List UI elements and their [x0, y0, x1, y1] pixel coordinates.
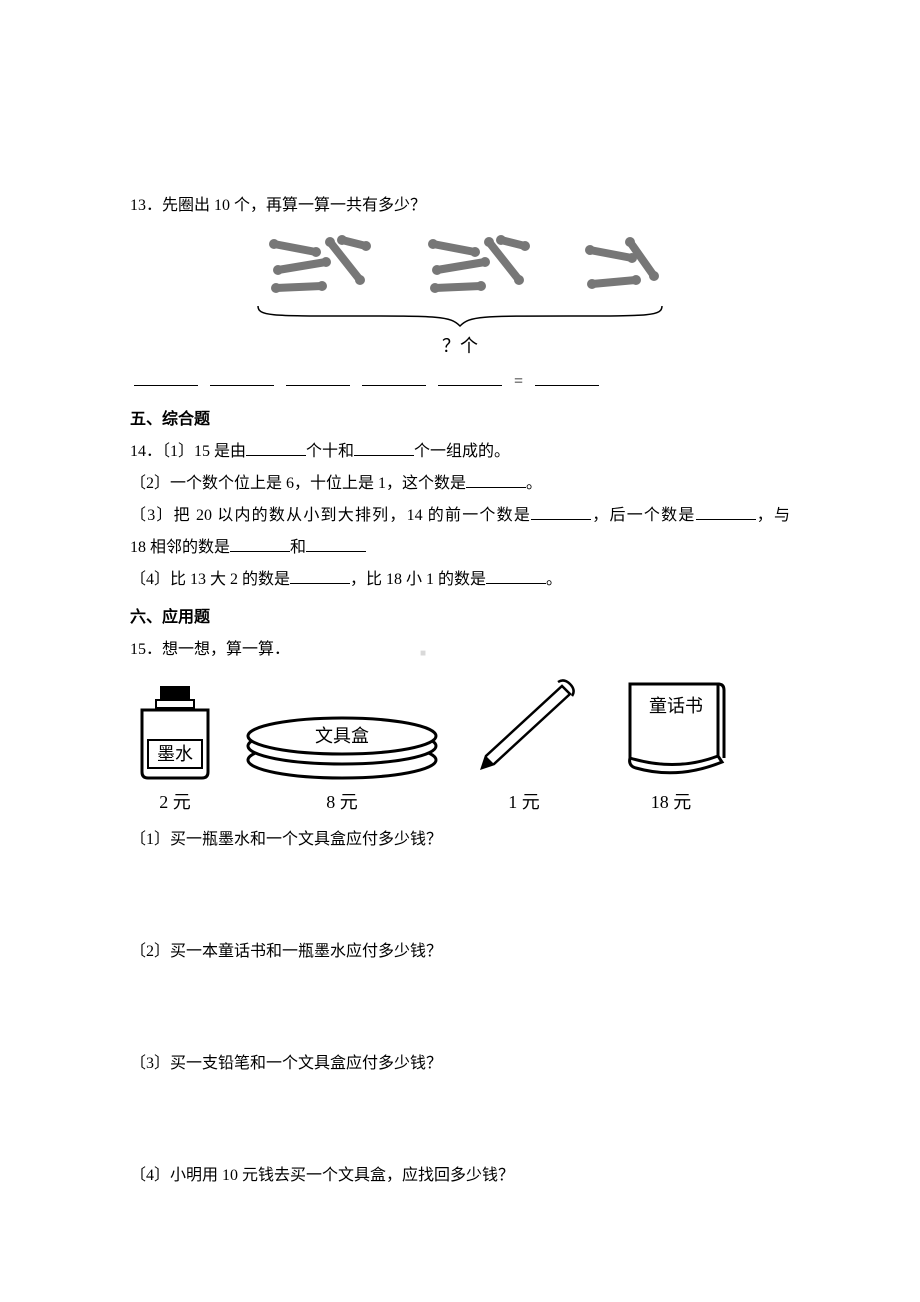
bracket-row — [250, 302, 670, 330]
ink-item: 墨水 2 元 — [130, 682, 220, 820]
q14-p2: 〔2〕一个数个位上是 6，十位上是 1，这个数是 。 — [130, 468, 790, 500]
q13-text: 先圈出 10 个，再算一算一共有多少？ — [162, 197, 426, 214]
q13-blank-5[interactable] — [438, 369, 502, 386]
case-label-text: 文具盒 — [315, 726, 369, 746]
q15-sub4: 〔4〕小明用 10 元钱去买一个文具盒，应找回多少钱？ — [130, 1160, 790, 1192]
book-price: 18 元 — [651, 784, 692, 820]
q14-p3-c: ，与 — [756, 507, 790, 524]
watermark-dot: ■ — [420, 644, 426, 664]
q14-p4-blank2[interactable] — [486, 567, 546, 584]
q14-p1-a: 〔1〕15 是由 — [162, 443, 246, 460]
q13-equation: = — [130, 366, 790, 398]
ink-price: 2 元 — [159, 784, 191, 820]
q13-blank-1[interactable] — [134, 369, 198, 386]
q15-sub3: 〔3〕买一支铅笔和一个文具盒应付多少钱？ — [130, 1048, 790, 1080]
q13-blank-3[interactable] — [286, 369, 350, 386]
q13-blank-4[interactable] — [362, 369, 426, 386]
q14-p3-blank3[interactable] — [230, 535, 290, 552]
q13-blank-6[interactable] — [535, 369, 599, 386]
case-item: 文具盒 8 元 — [242, 702, 442, 820]
q14-p3-cont: 18 相邻的数是 和 — [130, 532, 790, 564]
items-row: 墨水 2 元 文具盒 8 元 1 元 — [130, 672, 790, 820]
q15-sub2-workspace[interactable] — [130, 968, 790, 1048]
q14-p1: 14．〔1〕15 是由 个十和 个一组成的。 — [130, 436, 790, 468]
q14-p1-c: 个一组成的。 — [414, 443, 510, 460]
bone-cluster-1-icon — [256, 230, 376, 300]
q14-p4-c: 。 — [546, 571, 562, 588]
q14-p1-b: 个十和 — [306, 443, 354, 460]
q14-p2-b: 。 — [526, 475, 542, 492]
q14-p4: 〔4〕比 13 大 2 的数是 ，比 18 小 1 的数是 。 — [130, 564, 790, 596]
pencil-icon — [464, 672, 584, 782]
q14-p3-d: 18 相邻的数是 — [130, 539, 230, 556]
q14-p3-a: 〔3〕把 20 以内的数从小到大排列，14 的前一个数是 — [130, 507, 531, 524]
q14-p2-blank1[interactable] — [466, 471, 526, 488]
equals-sign: = — [514, 373, 523, 390]
q14-p3-blank4[interactable] — [306, 535, 366, 552]
case-price: 8 元 — [326, 784, 358, 820]
q14-p1-blank2[interactable] — [354, 439, 414, 456]
book-icon: 童话书 — [606, 672, 736, 782]
q14-p3-blank1[interactable] — [531, 503, 591, 520]
qmark-label: ？个 — [250, 328, 670, 364]
q14-p3: 〔3〕把 20 以内的数从小到大排列，14 的前一个数是 ，后一个数是 ，与 — [130, 500, 790, 532]
q15-sub2: 〔2〕买一本童话书和一瓶墨水应付多少钱？ — [130, 936, 790, 968]
section6-heading: 六、应用题 — [130, 602, 790, 634]
pencil-case-icon: 文具盒 — [242, 702, 442, 782]
bones-figure: ？个 — [250, 230, 670, 364]
q13-blank-2[interactable] — [210, 369, 274, 386]
q14-p4-b: ，比 18 小 1 的数是 — [350, 571, 486, 588]
q15-sub1: 〔1〕买一瓶墨水和一个文具盒应付多少钱？ — [130, 824, 790, 856]
ink-bottle-icon: 墨水 — [130, 682, 220, 782]
ink-label-text: 墨水 — [157, 744, 193, 764]
q15-text: 想一想，算一算． — [162, 641, 290, 658]
q15-number: 15． — [130, 641, 162, 658]
q15-sub3-workspace[interactable] — [130, 1080, 790, 1160]
q13-line: 13．先圈出 10 个，再算一算一共有多少？ — [130, 190, 790, 222]
q13-number: 13． — [130, 197, 162, 214]
q14-p3-b: ，后一个数是 — [591, 507, 695, 524]
book-label-text: 童话书 — [649, 696, 703, 716]
q15-line: 15．想一想，算一算． ■ — [130, 634, 790, 666]
bone-cluster-2-icon — [415, 230, 535, 300]
q14-p4-blank1[interactable] — [290, 567, 350, 584]
q14-number: 14． — [130, 443, 162, 460]
q14-p3-blank2[interactable] — [696, 503, 756, 520]
q14-p3-e: 和 — [290, 539, 306, 556]
section5-heading: 五、综合题 — [130, 404, 790, 436]
q14-p1-blank1[interactable] — [246, 439, 306, 456]
q14-p4-a: 〔4〕比 13 大 2 的数是 — [130, 571, 290, 588]
pencil-price: 1 元 — [508, 784, 540, 820]
bone-cluster-3-icon — [574, 230, 664, 300]
page-content: 13．先圈出 10 个，再算一算一共有多少？ — [0, 0, 920, 1252]
bones-row — [250, 230, 670, 300]
brace-icon — [250, 302, 670, 330]
q14-p2-a: 〔2〕一个数个位上是 6，十位上是 1，这个数是 — [130, 475, 466, 492]
q15-sub1-workspace[interactable] — [130, 856, 790, 936]
book-item: 童话书 18 元 — [606, 672, 736, 820]
pencil-item: 1 元 — [464, 672, 584, 820]
